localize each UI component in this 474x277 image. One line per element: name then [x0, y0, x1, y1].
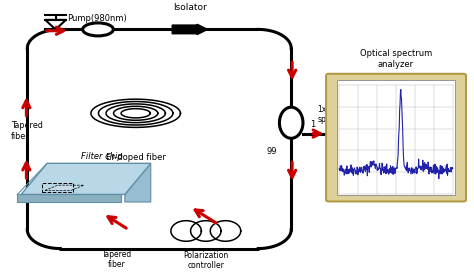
Text: 1x2
splitter: 1x2 splitter: [317, 105, 345, 124]
Text: Filter chip: Filter chip: [82, 152, 123, 161]
Text: Tapered
fiber: Tapered fiber: [11, 121, 43, 140]
Polygon shape: [45, 185, 84, 190]
Bar: [42, 183, 73, 192]
Polygon shape: [125, 163, 151, 202]
Text: Pump(980nm): Pump(980nm): [67, 14, 127, 23]
FancyArrow shape: [172, 24, 208, 35]
Text: Optical spectrum
analyzer: Optical spectrum analyzer: [360, 49, 432, 69]
FancyBboxPatch shape: [326, 74, 466, 201]
Text: Isolator: Isolator: [173, 3, 207, 12]
Text: Tapered
fiber: Tapered fiber: [102, 250, 132, 269]
Text: Polarization
controller: Polarization controller: [184, 251, 229, 270]
Ellipse shape: [82, 23, 113, 36]
Polygon shape: [18, 194, 121, 202]
Polygon shape: [21, 163, 151, 194]
Text: 99: 99: [266, 147, 277, 156]
Ellipse shape: [279, 107, 303, 138]
Text: 1: 1: [310, 120, 315, 129]
Text: Er-doped fiber: Er-doped fiber: [106, 153, 165, 161]
Bar: [337, 80, 455, 195]
